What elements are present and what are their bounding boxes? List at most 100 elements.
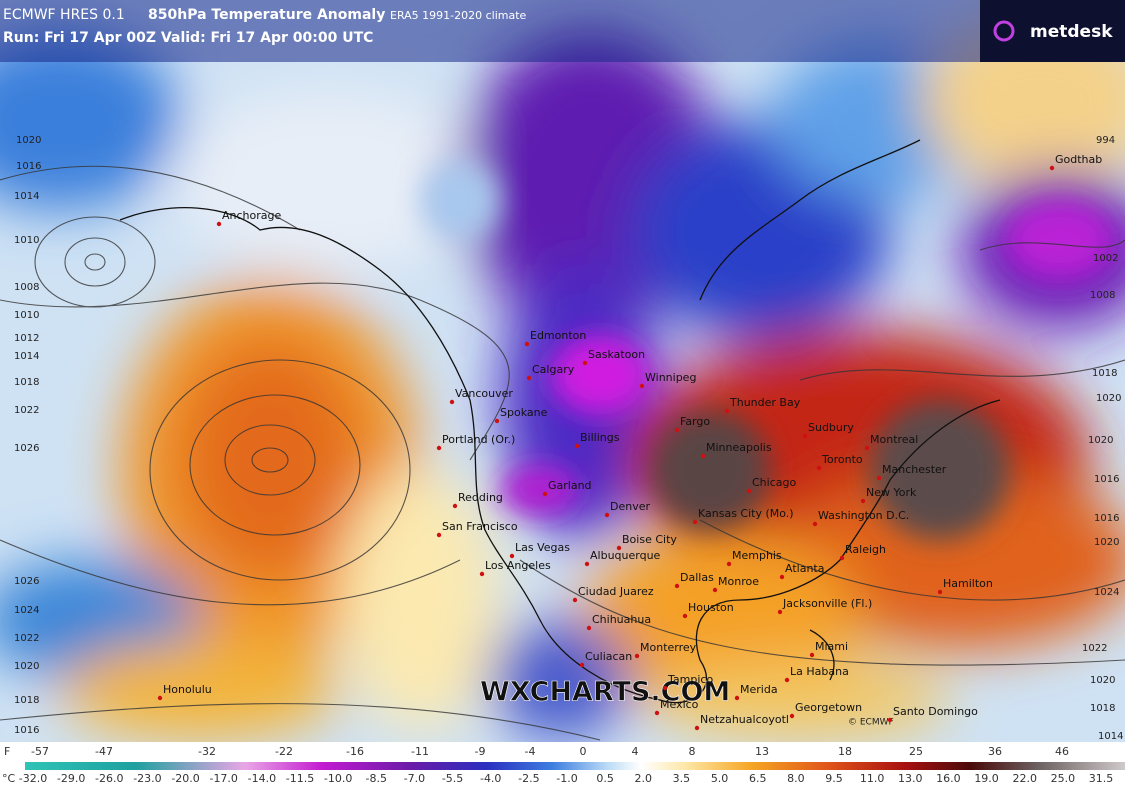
city-dot — [526, 375, 532, 381]
city-dot — [726, 561, 732, 567]
city-dot — [604, 512, 610, 518]
city-dot — [694, 725, 700, 731]
city-label: Winnipeg — [645, 371, 696, 384]
field — [0, 0, 1125, 742]
scale-c-label: -10.0 — [324, 772, 352, 785]
isobar-label: 1018 — [1090, 703, 1115, 714]
isobar-label: 1020 — [1088, 435, 1113, 446]
city-label: Atlanta — [785, 562, 824, 575]
city-dot — [682, 613, 688, 619]
city-label: Houston — [688, 601, 734, 614]
isobar-label: 1022 — [1082, 643, 1107, 654]
city-dot — [572, 597, 578, 603]
city-label: Raleigh — [845, 543, 886, 556]
city-dot — [586, 625, 592, 631]
city-label: Merida — [740, 683, 778, 696]
city-label: New York — [866, 486, 917, 499]
climate: ERA5 1991-2020 climate — [390, 9, 527, 22]
isobar-label: 1022 — [14, 405, 39, 416]
city-label: Hamilton — [943, 577, 993, 590]
isobar-label: 1016 — [1094, 474, 1119, 485]
city-dot — [876, 475, 882, 481]
city-label: Portland (Or.) — [442, 433, 515, 446]
city-label: Boise City — [622, 533, 677, 546]
city-dot — [937, 589, 943, 595]
scale-c-unit: °C — [2, 772, 16, 785]
city-label: Calgary — [532, 363, 575, 376]
city-label: Redding — [458, 491, 503, 504]
scale-f-unit: F — [4, 745, 10, 758]
city-dot — [574, 443, 580, 449]
scale-f-label: -11 — [411, 745, 429, 758]
scale-c-label: 16.0 — [936, 772, 961, 785]
city-dot — [436, 532, 442, 538]
scale-f-label: 13 — [755, 745, 769, 758]
city-dot — [700, 453, 706, 459]
city-label: La Habana — [790, 665, 849, 678]
isobar-label: 1010 — [14, 235, 39, 246]
city-dot — [816, 465, 822, 471]
isobar-label: 1012 — [14, 333, 39, 344]
city-label: Albuquerque — [590, 549, 661, 562]
logo-icon — [993, 20, 1015, 42]
model: ECMWF HRES 0.1 — [3, 7, 125, 23]
scale-c-label: -4.0 — [480, 772, 501, 785]
city-label: Montreal — [870, 433, 918, 446]
isobar-label: 1010 — [14, 310, 39, 321]
city-label: Edmonton — [530, 329, 586, 342]
isobar-label: 1024 — [14, 605, 39, 616]
scale-c-label: -5.5 — [442, 772, 463, 785]
city-dot — [452, 503, 458, 509]
city-dot — [584, 561, 590, 567]
city-label: Los Angeles — [485, 559, 551, 572]
city-dot — [692, 519, 698, 525]
city-dot — [864, 445, 870, 451]
city-dot — [479, 571, 485, 577]
city-dot — [789, 713, 795, 719]
city-dot — [579, 662, 585, 668]
city-label: Garland — [548, 479, 592, 492]
scale-c-label: 31.5 — [1089, 772, 1114, 785]
city-label: Washington D.C. — [818, 509, 909, 522]
city-dot — [216, 221, 222, 227]
isobar-label: 1026 — [14, 443, 39, 454]
isobar-label: 1014 — [1098, 731, 1123, 742]
city-dot — [662, 685, 668, 691]
scale-c-label: 22.0 — [1012, 772, 1037, 785]
city-label: Anchorage — [222, 209, 281, 222]
city-label: Kansas City (Mo.) — [698, 507, 794, 520]
city-dot — [809, 652, 815, 658]
city-label: Honolulu — [163, 683, 212, 696]
city-label: Miami — [815, 640, 848, 653]
scale-c-label: -2.5 — [518, 772, 539, 785]
city-label: Denver — [610, 500, 650, 513]
coastline — [119, 139, 1001, 704]
city-dot — [494, 418, 500, 424]
scale-c-label: 25.0 — [1051, 772, 1076, 785]
scale-c-label: 2.0 — [635, 772, 653, 785]
scale-c-label: 11.0 — [860, 772, 885, 785]
city-dot — [616, 545, 622, 551]
scale-c-label: 13.0 — [898, 772, 923, 785]
city-label: Tampico — [667, 673, 713, 686]
isobar-label: 1014 — [14, 191, 39, 202]
isobar-label: 1002 — [1093, 253, 1118, 264]
city-label: Monroe — [718, 575, 759, 588]
city-dot — [582, 360, 588, 366]
city-dot — [802, 433, 808, 439]
city-label: San Francisco — [442, 520, 518, 533]
title: 850hPa Temperature Anomaly — [148, 7, 385, 23]
isobar-label: 1024 — [1094, 587, 1119, 598]
isobar-label: 1020 — [14, 661, 39, 672]
scale-c-label: -23.0 — [133, 772, 161, 785]
scale-c-label: 9.5 — [825, 772, 843, 785]
city-dot — [674, 583, 680, 589]
color-bar — [25, 762, 1125, 770]
scale-c-label: -17.0 — [209, 772, 237, 785]
city-dot — [860, 498, 866, 504]
city-label: Toronto — [821, 453, 863, 466]
city-dot — [724, 408, 730, 414]
scale-f-label: -9 — [475, 745, 486, 758]
city-label: Mexico — [660, 698, 699, 711]
scale-f-label: 0 — [580, 745, 587, 758]
